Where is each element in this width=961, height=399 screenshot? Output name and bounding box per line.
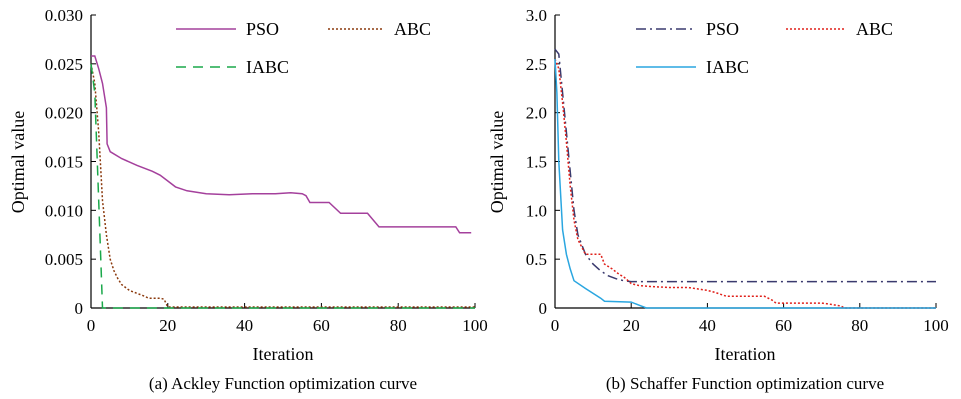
y-tick-label: 0 [539,299,548,318]
y-tick-label: 0.5 [526,250,547,269]
x-tick-label: 60 [775,316,792,335]
axis-ticks: 0 20 40 60 80 100 0 0.5 1.0 1.5 2.0 2.5 3.0 [526,6,949,335]
series-line-iabc [90,63,475,309]
x-tick-label: 80 [851,316,868,335]
y-tick-label: 2.0 [526,104,547,123]
legend: PSO ABC IABC [176,19,431,77]
series-line-abc [90,63,475,308]
series-group [554,48,936,309]
y-axis-title: Optimal value [8,111,28,213]
legend-label-iabc: IABC [246,57,289,77]
x-tick-label: 40 [699,316,716,335]
y-tick-label: 0.030 [45,6,83,25]
axis-ticks: 0 20 40 60 80 100 0 0.005 0.010 0.015 0.020 0.025 0.… [45,6,488,335]
y-tick-label: 1.5 [526,153,547,172]
x-tick-label: 80 [390,316,407,335]
x-tick-label: 100 [923,316,949,335]
y-tick-label: 0.010 [45,201,83,220]
y-tick-label: 0.005 [45,250,83,269]
legend: PSO ABC IABC [636,19,893,77]
x-tick-label: 20 [623,316,640,335]
x-axis-title: Iteration [253,344,314,364]
x-axis-title: Iteration [715,344,776,364]
series-line-pso [554,48,936,283]
y-tick-label: 0.015 [45,153,83,172]
ackley-chart: 0 20 40 60 80 100 0 0.005 0.010 0.015 0.020 0.025 0.… [8,6,488,393]
y-axis-title: Optimal value [487,111,507,213]
y-tick-label: 0.025 [45,55,83,74]
series-line-iabc [554,58,936,309]
x-tick-label: 100 [462,316,488,335]
series-line-pso [91,55,472,234]
y-tick-label: 3.0 [526,6,547,25]
y-tick-label: 1.0 [526,201,547,220]
y-tick-label: 0 [75,299,84,318]
chart-caption: (b) Schaffer Function optimization curve [606,374,884,393]
chart-caption: (a) Ackley Function optimization curve [149,374,417,393]
x-tick-label: 40 [236,316,253,335]
legend-label-abc: ABC [394,19,431,39]
legend-label-iabc: IABC [706,57,749,77]
legend-label-pso: PSO [246,19,279,39]
legend-label-abc: ABC [856,19,893,39]
x-tick-label: 0 [87,316,96,335]
series-group [90,55,475,309]
x-tick-label: 60 [313,316,330,335]
legend-label-pso: PSO [706,19,739,39]
x-tick-label: 0 [551,316,560,335]
series-line-abc [554,58,936,309]
y-tick-label: 2.5 [526,55,547,74]
schaffer-chart: 0 20 40 60 80 100 0 0.5 1.0 1.5 2.0 2.5 3.0 Iteratio… [487,6,949,393]
y-tick-label: 0.020 [45,104,83,123]
x-tick-label: 20 [159,316,176,335]
